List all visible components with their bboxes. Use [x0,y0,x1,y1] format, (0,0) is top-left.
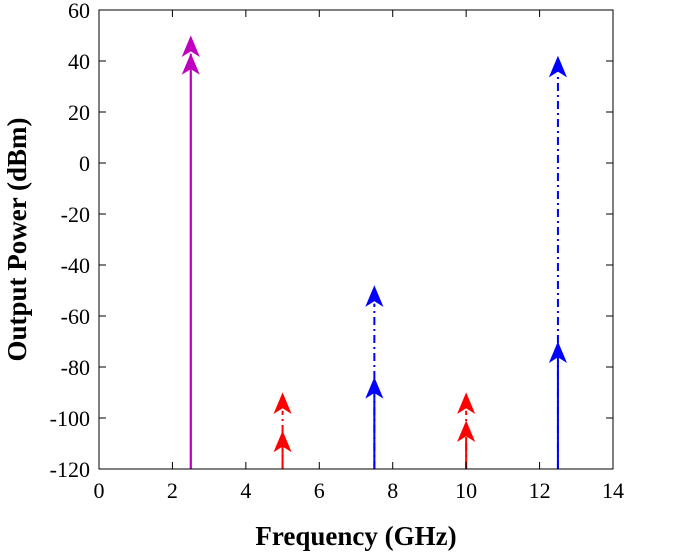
y-tick-label: -80 [61,355,90,380]
stem-arrowhead-marker [273,430,292,453]
stem-arrowhead-marker [273,392,292,414]
x-tick-label: 12 [529,478,551,503]
y-tick-label: 60 [68,0,90,23]
y-tick-label: 0 [79,151,90,176]
stem-arrowhead-marker [548,341,568,363]
plot-frame [98,9,614,470]
stem-arrowhead-marker [181,35,200,57]
stem-arrowhead-marker [365,285,384,307]
y-tick-label: -40 [61,253,90,278]
x-tick-label: 0 [94,478,105,503]
y-tick-label: -20 [61,202,90,227]
y-tick-label: 40 [68,49,90,74]
stem-arrowhead-marker [181,53,200,75]
x-tick-label: 6 [314,478,325,503]
axis-ticks: 0 2 4 6 8 10 12 14 -120 -100 -80 -60 -40 -20 0 20 40 60 [50,0,624,503]
x-axis-title: Frequency (GHz) [255,521,456,551]
y-tick-label: -120 [50,457,90,482]
x-tick-label: 8 [387,478,398,503]
stem-arrowhead-marker [365,377,384,399]
y-tick-label: -60 [61,304,90,329]
x-tick-label: 4 [240,478,251,503]
stem-arrowhead-marker [457,420,476,443]
stem-arrowhead-marker [548,55,568,78]
stem-arrowhead-marker [457,392,476,414]
y-tick-label: -100 [50,406,90,431]
stem-series-group [181,35,568,469]
x-tick-label: 2 [167,478,178,503]
y-axis-title: Output Power (dBm) [2,117,32,361]
x-tick-label: 10 [455,478,477,503]
y-tick-label: 20 [68,100,90,125]
x-tick-label: 14 [602,478,624,503]
